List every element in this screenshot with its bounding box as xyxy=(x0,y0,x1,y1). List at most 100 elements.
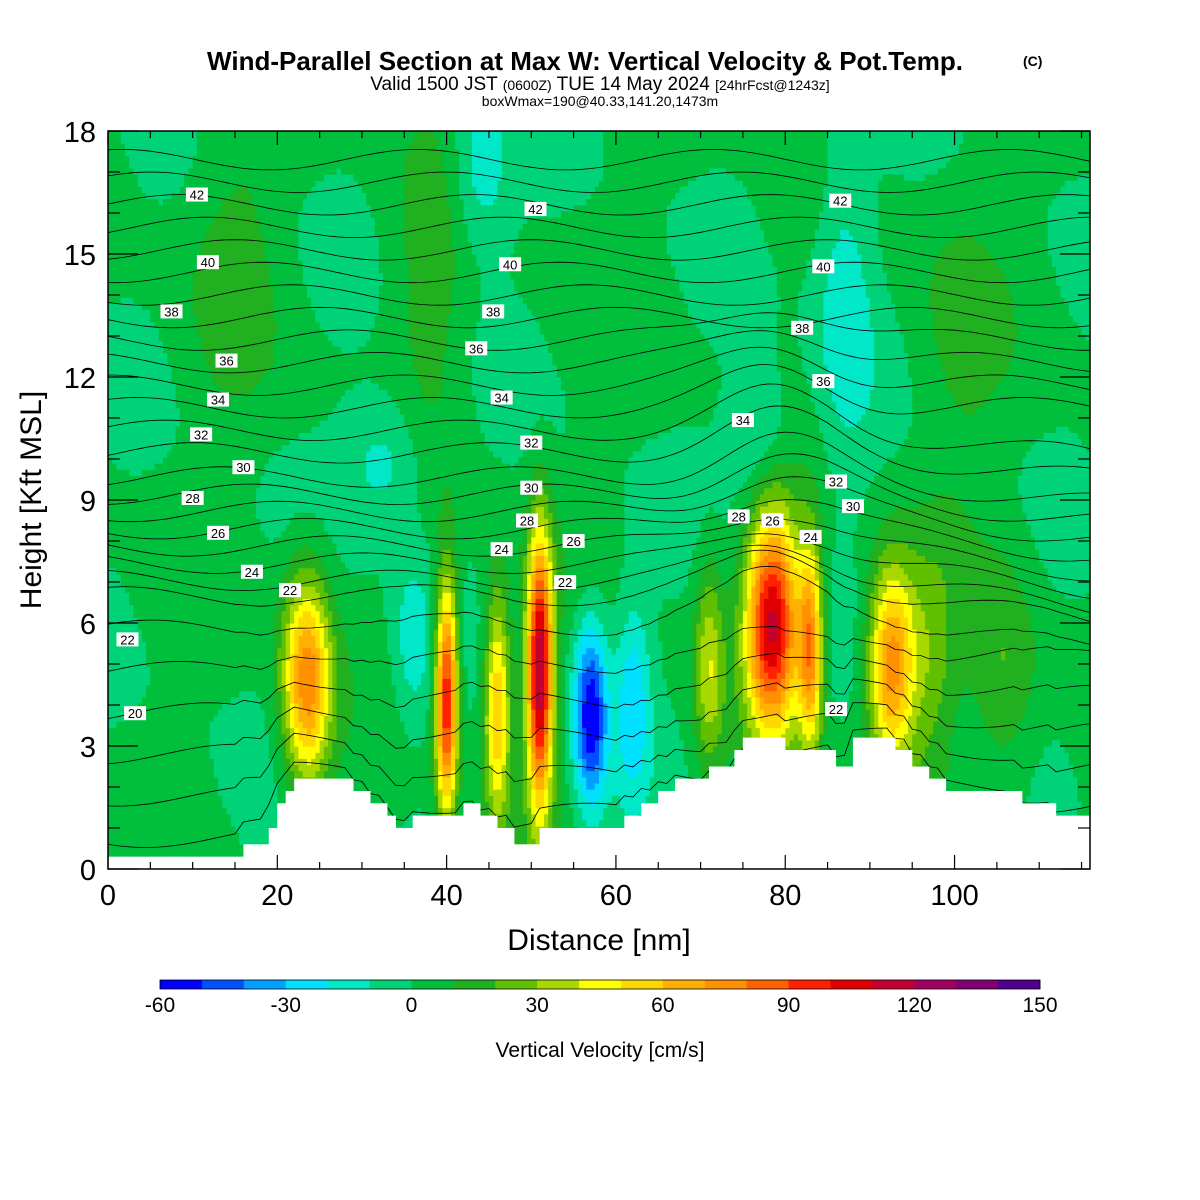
isentrope-line xyxy=(108,626,1090,674)
potential-temperature-contours xyxy=(108,149,1090,848)
isentrope-line xyxy=(108,678,1090,765)
isentrope-line xyxy=(108,383,1090,450)
y-tick-label: 0 xyxy=(80,855,96,887)
colorbar-swatch xyxy=(285,980,329,989)
colorbar-swatch xyxy=(914,980,957,989)
isentrope-line xyxy=(108,194,1090,216)
chart-subtitle: Valid 1500 JST (0600Z) TUE 14 May 2024 [… xyxy=(370,74,829,95)
isentrope-line xyxy=(108,727,1090,848)
colorbar-tick-label: 30 xyxy=(525,994,548,1017)
colorbar-swatch xyxy=(453,980,496,989)
contour-label: 28 xyxy=(727,509,750,524)
isentrope-line xyxy=(108,405,1090,475)
contour-label: 32 xyxy=(825,474,848,490)
contour-label: 34 xyxy=(207,392,230,408)
contour-label: 28 xyxy=(516,513,539,529)
colorbar-swatch xyxy=(788,980,831,989)
colorbar-swatch xyxy=(537,980,580,989)
colorbar-tick-labels: -60 -30 0 30 60 90 120 150 xyxy=(145,994,1058,1017)
x-tick-label: 60 xyxy=(600,880,632,912)
contour-labels: 42 42 42 40 40 40 38 38 38 36 36 36 34 34 34 32 32 32 30 30… xyxy=(116,187,864,721)
colorbar-swatch xyxy=(327,980,370,989)
isentrope-line xyxy=(108,216,1090,239)
contour-label: 38 xyxy=(160,304,183,319)
contour-label: 26 xyxy=(562,534,585,549)
colorbar-swatch xyxy=(830,980,873,989)
contour-label: 38 xyxy=(482,304,505,319)
y-tick-label: 6 xyxy=(80,609,96,641)
contour-label: 38 xyxy=(791,320,814,336)
contour-label: 22 xyxy=(279,583,302,598)
isentrope-line xyxy=(108,239,1090,261)
contour-label: 32 xyxy=(190,427,213,442)
box-wmax-info: boxWmax=190@40.33,141.20,1473m xyxy=(482,93,718,109)
colorbar-tick-label: 60 xyxy=(651,994,674,1017)
isentrope-line xyxy=(108,330,1090,374)
x-tick-label: 100 xyxy=(930,880,978,912)
contour-label: 40 xyxy=(196,255,219,270)
colorbar-tick-label: 120 xyxy=(897,994,932,1017)
colorbar-tick-label: 90 xyxy=(777,994,800,1017)
contour-label: 36 xyxy=(215,353,238,369)
contour-label: 36 xyxy=(465,341,488,356)
contour-label: 30 xyxy=(232,460,255,475)
x-axis: 0 20 40 60 80 100 xyxy=(100,131,1083,912)
isentrope-line xyxy=(108,284,1090,306)
contour-label: 36 xyxy=(812,374,835,389)
isentrope-line xyxy=(108,312,1090,351)
contour-label: 22 xyxy=(825,702,848,717)
x-tick-label: 20 xyxy=(261,880,293,912)
isentrope-line xyxy=(108,431,1090,502)
y-axis-label: Height [Kft MSL] xyxy=(15,391,48,609)
colorbar-swatch xyxy=(495,980,538,989)
isentrope-line xyxy=(108,476,1090,542)
colorbar-label: Vertical Velocity [cm/s] xyxy=(496,1039,705,1062)
colorbar-swatch xyxy=(243,980,287,989)
contour-label: 20 xyxy=(124,706,147,721)
contour-label: 34 xyxy=(731,413,754,428)
contour-label: 28 xyxy=(181,490,204,506)
contour-label: 26 xyxy=(207,525,230,541)
y-tick-label: 3 xyxy=(80,732,96,764)
colorbar-swatch xyxy=(704,980,748,989)
colorbar-tick-label: -60 xyxy=(145,994,175,1017)
copyright-mark: (C) xyxy=(1023,53,1042,69)
plot-area: 42 42 42 40 40 40 38 38 38 36 36 36 34 34 34 32 32 32 30 30… xyxy=(108,131,1090,869)
isentrope-line xyxy=(108,518,1090,582)
colorbar-swatch xyxy=(160,980,203,989)
colorbar-swatch xyxy=(662,980,706,989)
isentrope-line xyxy=(108,702,1090,807)
colorbar-swatch xyxy=(746,980,789,989)
contour-label: 24 xyxy=(799,529,822,545)
isentrope-line xyxy=(108,306,1090,329)
colorbar-tick-label: 150 xyxy=(1022,994,1057,1017)
isentrope-line xyxy=(108,346,1090,396)
contour-label: 30 xyxy=(841,499,864,514)
contour-label: 42 xyxy=(829,193,852,209)
contour-label: 40 xyxy=(812,259,835,274)
contour-label: 40 xyxy=(499,257,522,272)
colorbar-tick-label: -30 xyxy=(271,994,301,1017)
isentrope-line xyxy=(108,453,1090,522)
colorbar-swatch xyxy=(579,980,622,989)
contour-label: 42 xyxy=(185,187,208,203)
colorbar-swatch xyxy=(411,980,454,989)
y-tick-label: 9 xyxy=(80,486,96,518)
contour-label: 22 xyxy=(554,575,577,590)
isentrope-line xyxy=(108,549,1090,622)
contour-label: 24 xyxy=(240,564,263,580)
y-tick-label: 12 xyxy=(64,363,96,395)
isentrope-line xyxy=(108,364,1090,419)
colorbar-swatch xyxy=(872,980,915,989)
x-tick-label: 40 xyxy=(430,880,462,912)
y-tick-label: 15 xyxy=(64,240,96,272)
contour-label: 24 xyxy=(490,542,513,557)
colorbar xyxy=(159,979,1041,990)
x-tick-label: 80 xyxy=(769,880,801,912)
isentrope-line xyxy=(108,652,1090,719)
contour-label: 32 xyxy=(520,435,543,451)
colorbar-swatch xyxy=(369,980,412,989)
colorbar-swatch xyxy=(201,980,245,989)
contour-label: 34 xyxy=(490,390,513,406)
